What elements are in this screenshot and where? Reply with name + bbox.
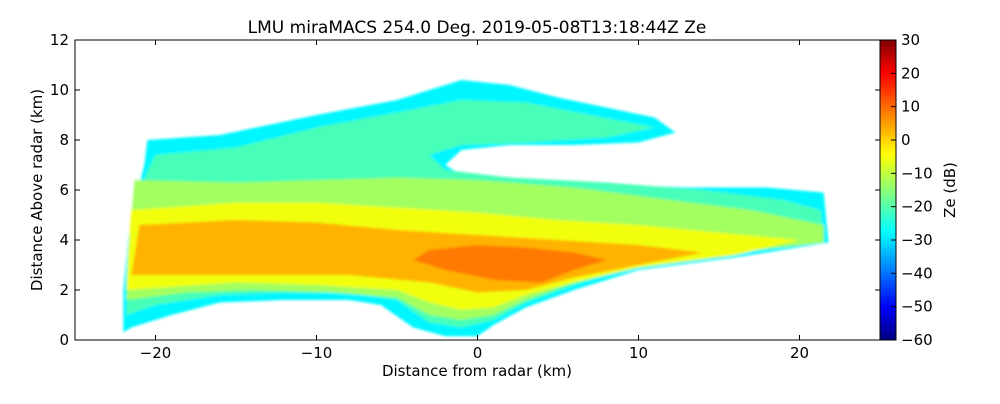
y-tick-label: 8 (59, 131, 69, 149)
x-tick-label: −20 (140, 344, 172, 362)
y-axis-label: Distance Above radar (km) (28, 89, 46, 291)
x-axis-label: Distance from radar (km) (382, 362, 572, 380)
x-tick-label: 20 (790, 344, 809, 362)
chart-title: LMU miraMACS 254.0 Deg. 2019-05-08T13:18… (248, 18, 707, 38)
colorbar-tick-label: 30 (901, 31, 920, 49)
y-tick-label: 2 (59, 281, 69, 299)
colorbar-label: Ze (dB) (941, 162, 959, 218)
colorbar (879, 39, 897, 341)
y-axis: 0 2 4 6 8 10 12 (50, 31, 880, 349)
colorbar-tick-label: −40 (901, 264, 933, 282)
echo-regions (123, 80, 829, 337)
colorbar-tick-label: −20 (901, 198, 933, 216)
x-tick-label: 10 (629, 344, 648, 362)
colorbar-tick-label: −60 (901, 331, 933, 349)
x-axis: −20 −10 0 10 20 (140, 40, 809, 362)
echo-region-bright-core (413, 245, 607, 283)
y-tick-label: 0 (59, 331, 69, 349)
colorbar-tick-label: −10 (901, 164, 933, 182)
colorbar-tick-label: 20 (901, 64, 920, 82)
y-tick-label: 10 (50, 81, 69, 99)
colorbar-tick-label: 10 (901, 98, 920, 116)
x-tick-label: 0 (473, 344, 483, 362)
y-tick-label: 12 (50, 31, 69, 49)
colorbar-tick-label: −30 (901, 231, 933, 249)
colorbar-tick-label: 0 (901, 131, 911, 149)
x-tick-label: −10 (301, 344, 333, 362)
colorbar-axis: 30 20 10 0 −10 −20 −30 −40 −50 −60 (891, 31, 933, 349)
y-tick-label: 6 (59, 181, 69, 199)
y-tick-label: 4 (59, 231, 69, 249)
colorbar-tick-label: −50 (901, 298, 933, 316)
